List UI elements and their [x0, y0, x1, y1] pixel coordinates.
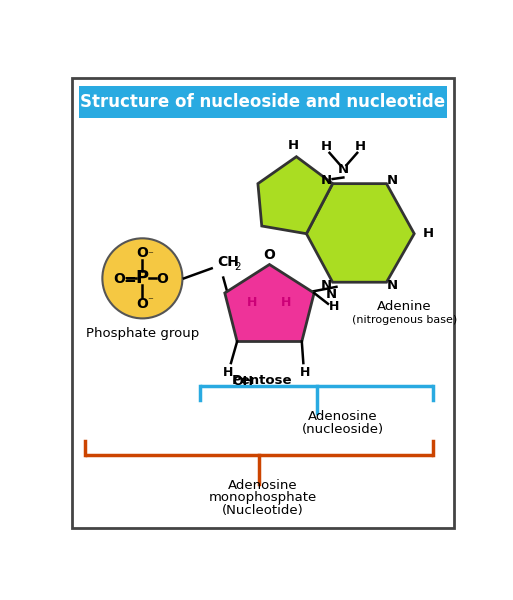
FancyBboxPatch shape: [80, 86, 446, 118]
Text: Pentose: Pentose: [231, 373, 292, 386]
Text: O: O: [136, 246, 148, 260]
Text: 2: 2: [234, 262, 241, 272]
Text: (Nucleotide): (Nucleotide): [222, 503, 303, 517]
Text: N: N: [325, 288, 337, 301]
Text: O: O: [156, 272, 168, 286]
Text: O: O: [264, 248, 275, 262]
Circle shape: [103, 238, 183, 319]
Text: (nucleoside): (nucleoside): [302, 423, 384, 436]
Text: H: H: [288, 139, 299, 152]
Text: Adenine: Adenine: [377, 301, 431, 313]
FancyBboxPatch shape: [72, 78, 454, 528]
Text: Adenosine: Adenosine: [228, 479, 298, 492]
Text: N: N: [321, 174, 332, 187]
Text: H: H: [329, 301, 339, 313]
Text: H: H: [423, 227, 433, 240]
Polygon shape: [258, 157, 332, 234]
Text: ⁻: ⁻: [147, 250, 153, 260]
Text: monophosphate: monophosphate: [208, 491, 317, 505]
Text: (nitrogenous base): (nitrogenous base): [351, 315, 457, 325]
Text: ⁻: ⁻: [147, 296, 153, 307]
Text: O: O: [113, 272, 125, 286]
Text: N: N: [338, 163, 349, 176]
Text: H: H: [300, 366, 310, 379]
Text: H: H: [321, 140, 332, 153]
Text: H: H: [281, 296, 291, 310]
Text: H: H: [247, 296, 258, 310]
Text: H: H: [355, 140, 366, 153]
Text: N: N: [387, 174, 398, 187]
Text: P: P: [136, 269, 149, 287]
Text: OH: OH: [233, 375, 254, 388]
Text: O: O: [136, 297, 148, 311]
Text: N: N: [387, 279, 398, 292]
Polygon shape: [225, 265, 314, 341]
Text: N: N: [321, 279, 332, 292]
Text: Structure of nucleoside and nucleotide: Structure of nucleoside and nucleotide: [80, 93, 445, 111]
Text: Adenosine: Adenosine: [308, 410, 378, 424]
Polygon shape: [306, 184, 414, 282]
Text: =: =: [124, 272, 136, 287]
Text: CH: CH: [218, 255, 240, 269]
Text: Phosphate group: Phosphate group: [86, 328, 199, 340]
Text: H: H: [223, 366, 233, 379]
